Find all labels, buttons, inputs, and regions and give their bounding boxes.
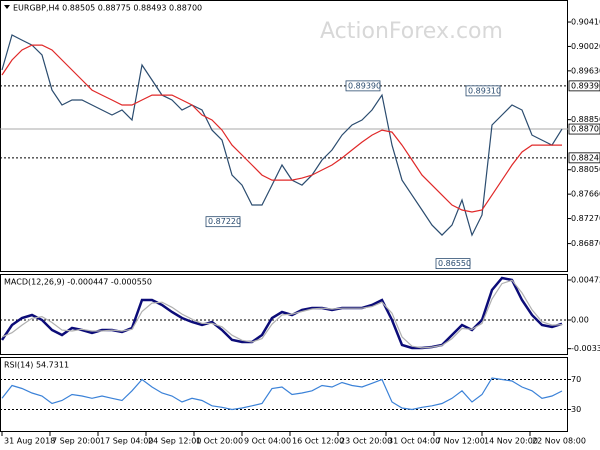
annotation-label: 0.87220	[208, 217, 241, 226]
y-tick-label: -0.003391	[571, 344, 600, 353]
x-tick-label: 17 Sep 04:00	[100, 437, 153, 446]
watermark: ActionForex.com	[320, 19, 503, 44]
x-tick-label: 16 Oct 12:00	[292, 437, 344, 446]
panel-frame	[0, 0, 568, 272]
x-tick-label: 31 Aug 2018	[4, 437, 55, 446]
level-box	[568, 123, 600, 135]
y-tick-label: 70	[571, 375, 581, 384]
x-tick-label: 31 Oct 04:00	[388, 437, 440, 446]
series-line	[1, 279, 563, 349]
x-tick-label: 14 Nov 20:00	[484, 437, 538, 446]
y-tick-label: 0.004729	[571, 276, 600, 285]
panel-title: RSI(14) 54.7311	[4, 361, 69, 370]
series-line	[1, 44, 562, 213]
x-tick-label: 7 Sep 20:00	[52, 437, 100, 446]
annotation-box	[345, 80, 381, 92]
level-box	[568, 152, 600, 164]
y-tick-label: 30	[571, 405, 581, 414]
series-line	[1, 377, 563, 411]
y-tick-label: 0.00	[571, 315, 589, 324]
level-label: 0.88700	[571, 125, 600, 134]
annotation-label: 0.89390	[348, 81, 381, 90]
annotation-label: 0.86550	[438, 259, 471, 268]
level-box	[568, 80, 600, 92]
x-tick-label: 24 Sep 12:00	[148, 437, 201, 446]
panel-frame	[0, 357, 568, 432]
x-tick-label: 1 Oct 20:00	[196, 437, 243, 446]
menu-icon	[4, 5, 10, 9]
series-line	[0, 276, 563, 350]
annotation-label: 0.89310	[468, 86, 501, 95]
x-tick-label: 23 Oct 20:00	[340, 437, 392, 446]
series-line	[1, 34, 563, 237]
x-tick-label: 22 Nov 08:00	[532, 437, 586, 446]
panel-frame	[0, 274, 568, 355]
level-label: 0.89390	[571, 81, 600, 90]
panel-title: MACD(12,26,9) -0.000447 -0.000550	[4, 278, 152, 287]
x-tick-label: 7 Nov 12:00	[436, 437, 485, 446]
x-tick-label: 9 Oct 04:00	[244, 437, 291, 446]
panel-title: EURGBP,H4 0.88505 0.88775 0.88493 0.8870…	[13, 4, 202, 13]
annotation-box	[205, 216, 241, 228]
annotation-box	[435, 258, 471, 270]
annotation-box	[465, 85, 501, 97]
